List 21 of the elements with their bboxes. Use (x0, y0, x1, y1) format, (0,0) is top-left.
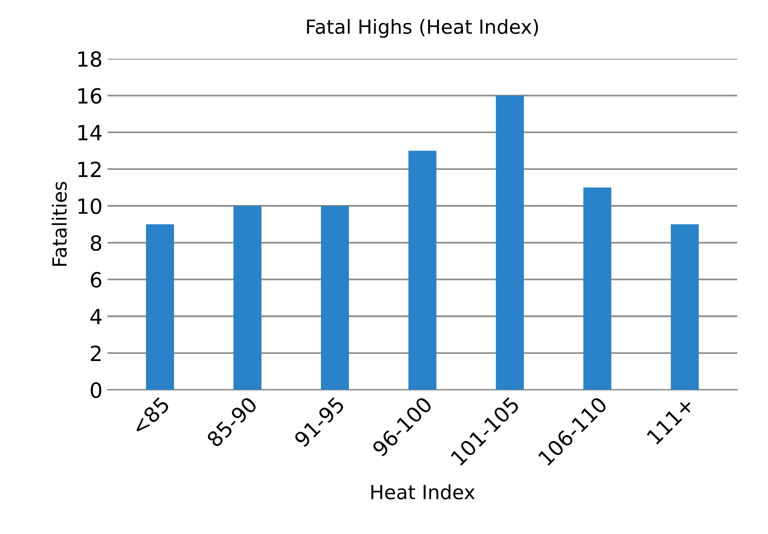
y-tick-label: 0 (90, 382, 102, 398)
y-tick-label: 10 (78, 198, 102, 214)
bar (233, 206, 262, 390)
y-tick-label: 4 (90, 308, 102, 324)
y-tick-label: 2 (90, 345, 101, 361)
bar (496, 96, 524, 390)
y-tick-label: 8 (90, 235, 102, 251)
bar (583, 187, 612, 390)
x-tick-label: <85 (130, 396, 170, 436)
y-tick-label: 18 (78, 51, 102, 67)
bar (670, 224, 699, 390)
y-tick-label: 16 (78, 88, 102, 104)
y-tick-label: 6 (90, 272, 102, 288)
y-tick-label: 12 (78, 162, 101, 178)
y-axis-title: Fatalities (52, 182, 67, 266)
bar (408, 150, 436, 390)
x-axis-title: Heat Index (371, 484, 475, 500)
chart-title: Fatal Highs (Heat Index) (307, 18, 538, 38)
y-tick-label: 14 (78, 125, 102, 140)
bar (146, 224, 174, 390)
bar (320, 206, 349, 390)
